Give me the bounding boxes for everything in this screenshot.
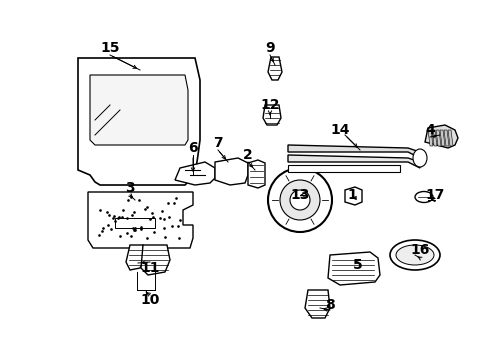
Circle shape: [280, 180, 319, 220]
Polygon shape: [345, 187, 361, 205]
Polygon shape: [263, 105, 281, 125]
Text: 4: 4: [424, 123, 434, 137]
Ellipse shape: [389, 240, 439, 270]
Ellipse shape: [395, 245, 433, 265]
Text: 14: 14: [329, 123, 349, 137]
Text: 9: 9: [264, 41, 274, 55]
Polygon shape: [247, 160, 264, 188]
Text: 5: 5: [352, 258, 362, 272]
Polygon shape: [424, 125, 457, 148]
Polygon shape: [427, 130, 432, 146]
Polygon shape: [435, 130, 440, 146]
Text: 10: 10: [140, 293, 160, 307]
Ellipse shape: [414, 192, 432, 202]
Ellipse shape: [412, 149, 426, 167]
Polygon shape: [90, 75, 187, 145]
Polygon shape: [126, 245, 145, 270]
Polygon shape: [443, 130, 448, 146]
Polygon shape: [215, 158, 247, 185]
Polygon shape: [431, 130, 436, 146]
Text: 17: 17: [425, 188, 444, 202]
Polygon shape: [88, 192, 193, 248]
Text: 2: 2: [243, 148, 252, 162]
Text: 7: 7: [213, 136, 223, 150]
Polygon shape: [175, 162, 215, 185]
Polygon shape: [439, 130, 444, 146]
Circle shape: [289, 190, 309, 210]
Polygon shape: [141, 245, 170, 275]
Polygon shape: [115, 218, 155, 228]
Polygon shape: [447, 130, 452, 146]
Polygon shape: [327, 252, 379, 285]
Text: 8: 8: [325, 298, 334, 312]
Text: 6: 6: [188, 141, 198, 155]
Polygon shape: [287, 155, 419, 168]
Circle shape: [267, 168, 331, 232]
Text: 13: 13: [290, 188, 309, 202]
Polygon shape: [287, 165, 399, 172]
Polygon shape: [78, 58, 200, 185]
Polygon shape: [267, 57, 282, 80]
Polygon shape: [287, 145, 419, 158]
Polygon shape: [305, 290, 329, 318]
Text: 3: 3: [125, 181, 135, 195]
Text: 15: 15: [100, 41, 120, 55]
Text: 16: 16: [409, 243, 429, 257]
Text: 11: 11: [140, 261, 160, 275]
Text: 1: 1: [346, 188, 356, 202]
Text: 12: 12: [260, 98, 279, 112]
